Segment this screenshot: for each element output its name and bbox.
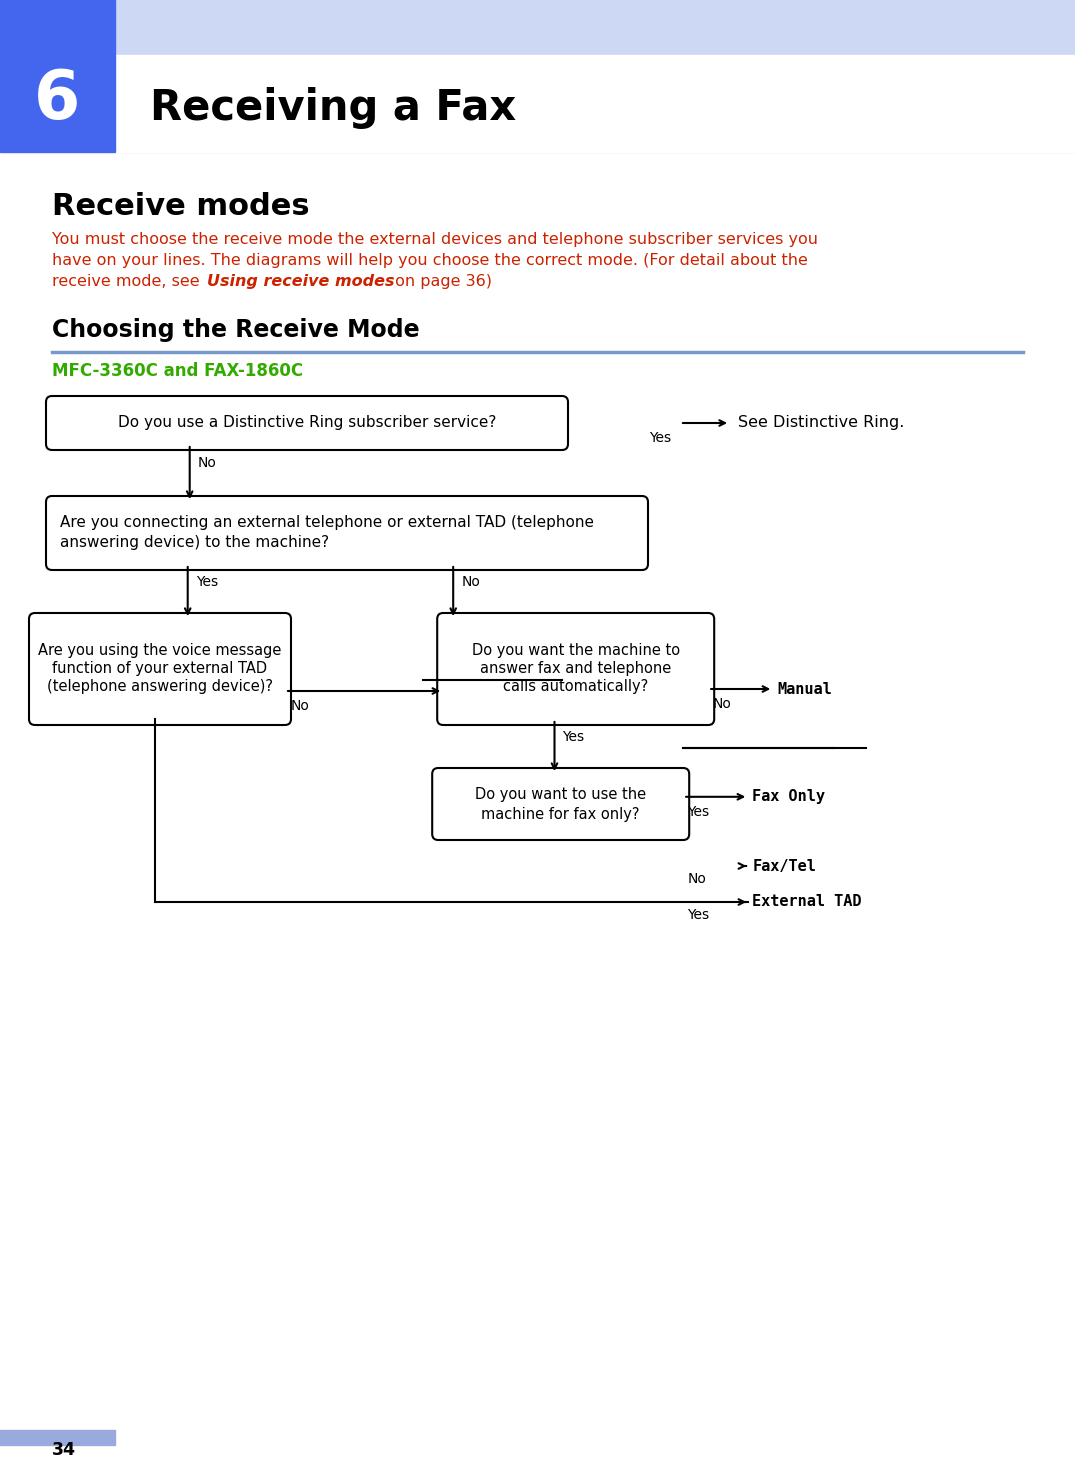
Text: Manual: Manual xyxy=(777,681,832,696)
Text: No: No xyxy=(291,699,310,713)
Text: You must choose the receive mode the external devices and telephone subscriber s: You must choose the receive mode the ext… xyxy=(52,232,818,247)
Text: Yes: Yes xyxy=(196,575,218,589)
Text: Yes: Yes xyxy=(687,805,710,818)
Text: Fax/Tel: Fax/Tel xyxy=(752,858,816,874)
Bar xyxy=(0,0,115,152)
Text: machine for fax only?: machine for fax only? xyxy=(482,807,640,821)
FancyBboxPatch shape xyxy=(432,767,689,840)
Text: See Distinctive Ring.: See Distinctive Ring. xyxy=(739,416,904,430)
Text: answering device) to the machine?: answering device) to the machine? xyxy=(60,535,329,550)
Text: Choosing the Receive Mode: Choosing the Receive Mode xyxy=(52,318,419,341)
Text: MFC-3360C and FAX-1860C: MFC-3360C and FAX-1860C xyxy=(52,362,303,379)
FancyBboxPatch shape xyxy=(438,613,714,725)
Text: No: No xyxy=(461,575,481,589)
Bar xyxy=(0,1430,115,1444)
Bar xyxy=(115,55,1075,152)
Text: calls automatically?: calls automatically? xyxy=(503,680,648,694)
FancyBboxPatch shape xyxy=(29,613,291,725)
Text: have on your lines. The diagrams will help you choose the correct mode. (For det: have on your lines. The diagrams will he… xyxy=(52,252,808,268)
Text: Yes: Yes xyxy=(687,907,710,922)
Text: answer fax and telephone: answer fax and telephone xyxy=(481,661,671,677)
Bar xyxy=(115,55,1075,152)
Text: Do you use a Distinctive Ring subscriber service?: Do you use a Distinctive Ring subscriber… xyxy=(118,416,497,430)
Text: Receive modes: Receive modes xyxy=(52,193,310,220)
Text: No: No xyxy=(687,872,706,886)
Text: Do you want to use the: Do you want to use the xyxy=(475,786,646,801)
Text: No: No xyxy=(198,455,216,470)
Text: 6: 6 xyxy=(33,67,81,133)
Text: function of your external TAD: function of your external TAD xyxy=(53,661,268,677)
FancyBboxPatch shape xyxy=(46,395,568,449)
Text: on page 36): on page 36) xyxy=(390,274,492,289)
Text: Yes: Yes xyxy=(562,730,585,744)
Text: Receiving a Fax: Receiving a Fax xyxy=(151,88,516,128)
Text: Are you connecting an external telephone or external TAD (telephone: Are you connecting an external telephone… xyxy=(60,515,594,531)
Text: receive mode, see: receive mode, see xyxy=(52,274,204,289)
Text: 34: 34 xyxy=(52,1441,76,1459)
Text: Fax Only: Fax Only xyxy=(752,789,826,804)
Text: Do you want the machine to: Do you want the machine to xyxy=(472,643,679,658)
Text: Using receive modes: Using receive modes xyxy=(207,274,395,289)
Text: External TAD: External TAD xyxy=(752,894,862,909)
Text: Yes: Yes xyxy=(649,430,671,445)
Text: No: No xyxy=(713,697,731,711)
Bar xyxy=(0,0,1075,55)
Text: Are you using the voice message: Are you using the voice message xyxy=(39,643,282,658)
Text: (telephone answering device)?: (telephone answering device)? xyxy=(47,680,273,694)
FancyBboxPatch shape xyxy=(46,496,648,570)
